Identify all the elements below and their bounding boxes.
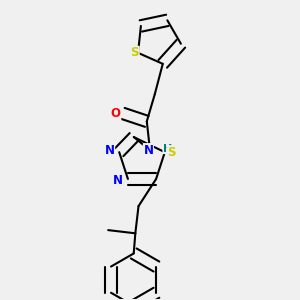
Text: O: O: [111, 107, 121, 120]
Text: H: H: [163, 143, 172, 154]
Text: N: N: [113, 174, 123, 187]
Text: N: N: [143, 144, 153, 157]
Text: S: S: [130, 46, 139, 59]
Text: N: N: [105, 144, 115, 157]
Text: S: S: [167, 146, 176, 159]
